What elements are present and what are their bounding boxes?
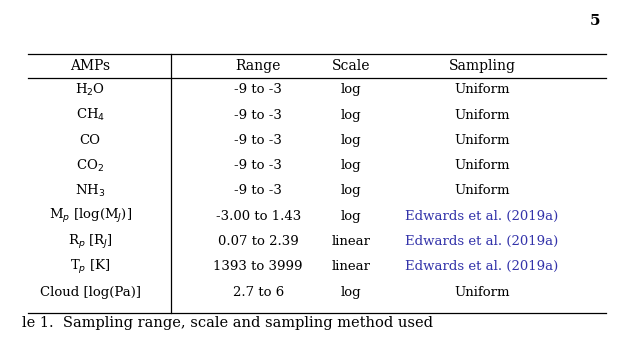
Text: -9 to -3: -9 to -3 [234, 184, 282, 198]
Text: Uniform: Uniform [454, 83, 510, 97]
Text: Scale: Scale [332, 59, 371, 73]
Text: CO$_2$: CO$_2$ [76, 158, 104, 174]
Text: M$_p$ [log(M$_J$)]: M$_p$ [log(M$_J$)] [49, 207, 132, 225]
Text: H$_2$O: H$_2$O [75, 82, 105, 98]
Text: -9 to -3: -9 to -3 [234, 83, 282, 97]
Text: R$_p$ [R$_J$]: R$_p$ [R$_J$] [68, 233, 113, 251]
Text: log: log [341, 184, 362, 198]
Text: -3.00 to 1.43: -3.00 to 1.43 [215, 210, 301, 223]
Text: log: log [341, 159, 362, 172]
Text: 5: 5 [590, 14, 600, 28]
Text: CH$_4$: CH$_4$ [76, 107, 104, 123]
Text: AMPs: AMPs [70, 59, 110, 73]
Text: log: log [341, 210, 362, 223]
Text: Uniform: Uniform [454, 285, 510, 299]
Text: log: log [341, 109, 362, 122]
Text: 2.7 to 6: 2.7 to 6 [233, 285, 284, 299]
Text: NH$_3$: NH$_3$ [75, 183, 105, 199]
Text: linear: linear [332, 235, 371, 248]
Text: 0.07 to 2.39: 0.07 to 2.39 [218, 235, 299, 248]
Text: Uniform: Uniform [454, 159, 510, 172]
Text: Uniform: Uniform [454, 109, 510, 122]
Text: Edwards et al. (2019a): Edwards et al. (2019a) [406, 260, 559, 273]
Text: 1393 to 3999: 1393 to 3999 [213, 260, 303, 273]
Text: -9 to -3: -9 to -3 [234, 109, 282, 122]
Text: -9 to -3: -9 to -3 [234, 159, 282, 172]
Text: Cloud [log(Pa)]: Cloud [log(Pa)] [40, 285, 141, 299]
Text: Uniform: Uniform [454, 184, 510, 198]
Text: -9 to -3: -9 to -3 [234, 134, 282, 147]
Text: Range: Range [236, 59, 281, 73]
Text: log: log [341, 285, 362, 299]
Text: linear: linear [332, 260, 371, 273]
Text: le 1.  Sampling range, scale and sampling method used: le 1. Sampling range, scale and sampling… [22, 317, 433, 330]
Text: T$_p$ [K]: T$_p$ [K] [70, 258, 111, 276]
Text: Sampling: Sampling [448, 59, 516, 73]
Text: log: log [341, 134, 362, 147]
Text: CO: CO [80, 134, 101, 147]
Text: log: log [341, 83, 362, 97]
Text: Uniform: Uniform [454, 134, 510, 147]
Text: Edwards et al. (2019a): Edwards et al. (2019a) [406, 235, 559, 248]
Text: Edwards et al. (2019a): Edwards et al. (2019a) [406, 210, 559, 223]
